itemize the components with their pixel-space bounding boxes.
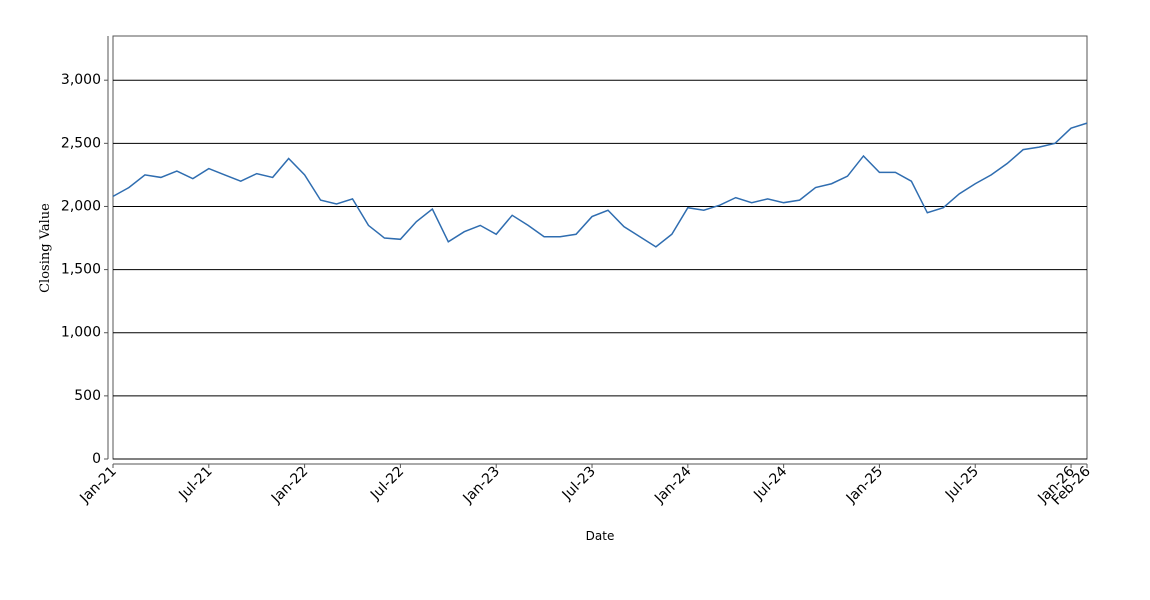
plot-frame xyxy=(112,35,1088,460)
y-tick-label: 2,500 xyxy=(61,135,101,151)
series-line xyxy=(112,122,1088,248)
y-tick-label: 0 xyxy=(92,451,101,467)
x-tick-label: Jan-21 xyxy=(76,464,119,507)
x-tick-label: Jul-25 xyxy=(942,464,982,504)
y-axis-title: Closing Value xyxy=(38,203,53,293)
x-tick-label: Jan-23 xyxy=(460,464,503,507)
y-tick-label: 2,000 xyxy=(61,198,101,214)
x-tick-label: Jan-25 xyxy=(843,464,886,507)
y-tick-label: 1,500 xyxy=(61,262,101,278)
x-tick-label: Jul-24 xyxy=(750,463,790,503)
x-tick-label: Jan-24 xyxy=(651,463,695,507)
x-axis-title: Date xyxy=(586,529,615,543)
x-tick-label: Jul-21 xyxy=(175,464,215,504)
y-tick-label: 3,000 xyxy=(61,72,101,88)
x-tick-label: Jul-22 xyxy=(367,464,407,504)
x-tick-label: Jan-22 xyxy=(268,464,311,507)
y-tick-label: 1,000 xyxy=(61,325,101,341)
x-tick-label: Jul-23 xyxy=(559,464,599,504)
y-tick-label: 500 xyxy=(74,388,101,404)
